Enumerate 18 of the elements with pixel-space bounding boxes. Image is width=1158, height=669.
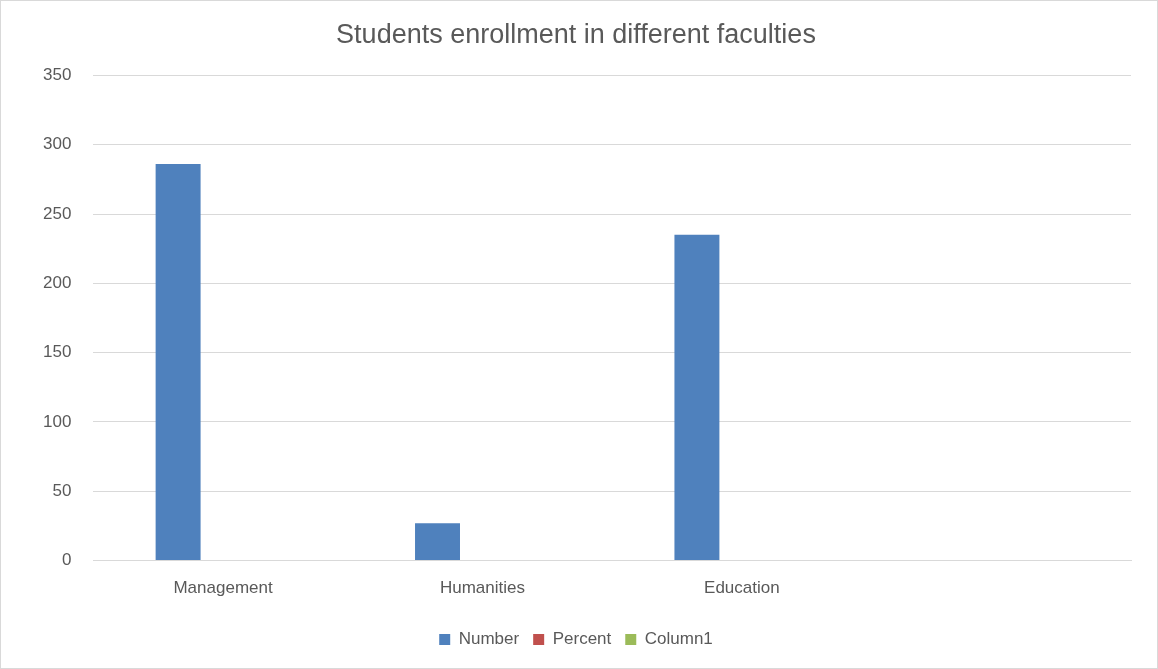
bar xyxy=(674,234,720,561)
y-tick-label: 250 xyxy=(42,203,72,223)
legend-label: Column1 xyxy=(644,629,713,649)
x-tick-label: Humanities xyxy=(439,578,525,598)
y-tick-label: 50 xyxy=(52,480,72,500)
bar xyxy=(415,523,460,561)
bar xyxy=(155,164,201,561)
y-tick-label: 300 xyxy=(42,134,72,154)
y-tick-label: 100 xyxy=(42,411,72,431)
y-tick-label: 200 xyxy=(42,273,72,293)
legend-label: Percent xyxy=(552,629,612,649)
chart-title: Students enrollment in different faculties xyxy=(336,18,816,49)
y-tick-label: 0 xyxy=(61,550,72,570)
y-tick-label: 350 xyxy=(42,65,72,85)
legend-label: Number xyxy=(458,629,520,649)
x-tick-label: Education xyxy=(704,578,780,598)
x-tick-label: Management xyxy=(173,578,273,598)
y-tick-label: 150 xyxy=(42,342,72,362)
